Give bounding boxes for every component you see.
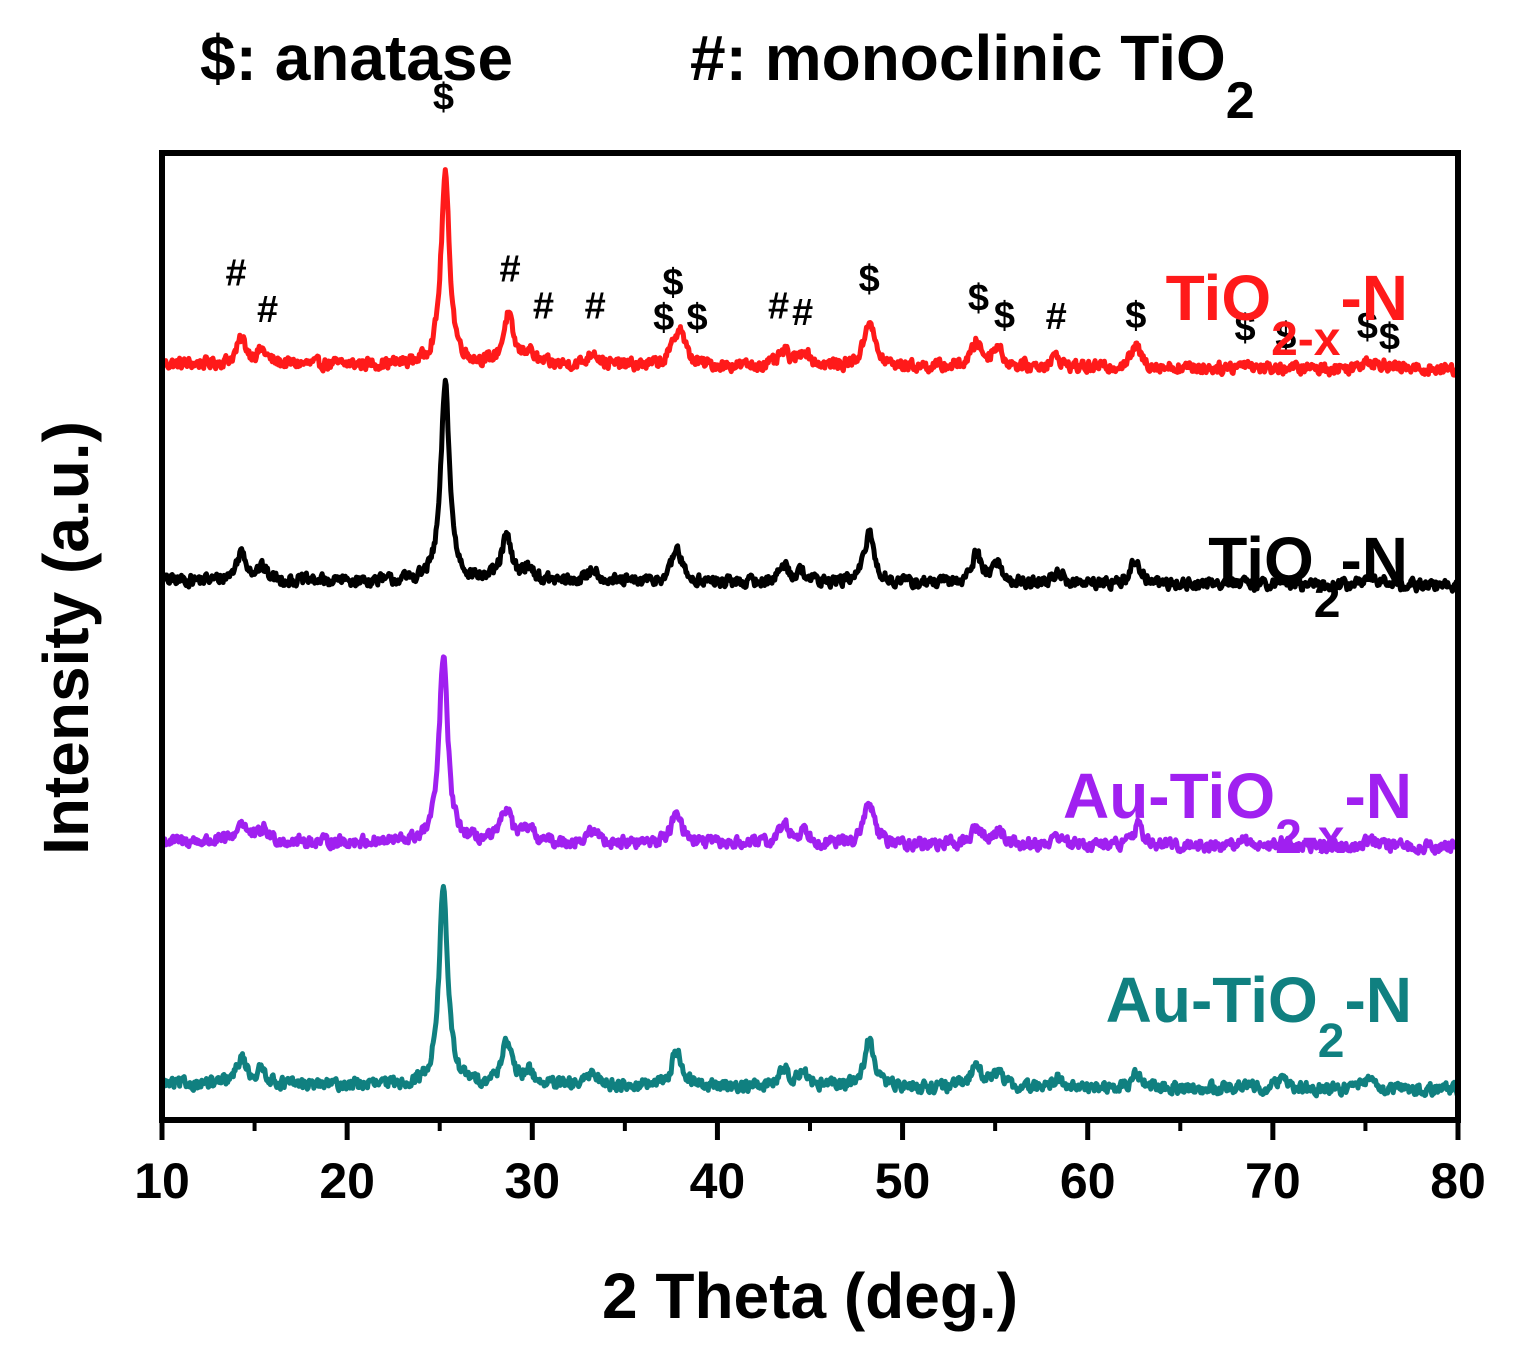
- title-monoclinic-legend: #: monoclinic TiO2: [690, 22, 1255, 130]
- series-label-main: Au-TiO: [1106, 964, 1318, 1036]
- monoclinic-peak-mark-1: #: [257, 289, 278, 331]
- series-line-tio2-x-n: [159, 167, 1461, 378]
- series-label-suffix: -N: [1340, 262, 1408, 334]
- title-monoclinic-subscript: 2: [1226, 72, 1255, 130]
- anatase-peak-mark-8: $: [686, 297, 707, 339]
- x-tick-label-30: 30: [504, 1153, 560, 1209]
- x-tick-label-50: 50: [875, 1153, 931, 1209]
- anatase-peak-mark-18: $: [1357, 306, 1378, 348]
- series-label-main: TiO: [1208, 524, 1314, 596]
- x-axis-title: 2 Theta (deg.): [602, 1260, 1018, 1332]
- series-label-subscript: 2: [1318, 1015, 1345, 1068]
- series-label-subscript: 2-x: [1275, 811, 1345, 864]
- anatase-peak-mark-11: $: [859, 258, 880, 300]
- series-labels: TiO2-x-N TiO2-N Au-TiO2-x-N Au-TiO2-N: [1063, 262, 1412, 1068]
- anatase-peak-mark-13: $: [994, 295, 1015, 337]
- title-monoclinic-text: #: monoclinic TiO: [690, 22, 1226, 94]
- x-tick-label-40: 40: [690, 1153, 746, 1209]
- monoclinic-peak-mark-10: #: [792, 292, 813, 334]
- y-axis-title: Intensity (a.u.): [30, 421, 102, 855]
- x-tick-label-10: 10: [134, 1153, 190, 1209]
- monoclinic-peak-mark-4: #: [533, 285, 554, 327]
- anatase-peak-mark-19: $: [1379, 316, 1400, 358]
- monoclinic-peak-mark-5: #: [585, 285, 606, 327]
- series-label-main: Au-TiO: [1063, 760, 1275, 832]
- series-line-tio2-n: [159, 377, 1461, 594]
- monoclinic-peak-mark-14: #: [1046, 296, 1067, 338]
- x-tick-label-60: 60: [1060, 1153, 1116, 1209]
- series-traces: [159, 167, 1461, 1099]
- monoclinic-peak-mark-9: #: [768, 285, 789, 327]
- series-label-suffix: -N: [1340, 524, 1408, 596]
- series-label-suffix: -N: [1344, 760, 1412, 832]
- series-label-main: TiO: [1166, 262, 1272, 334]
- series-line-au-tio2-n: [159, 883, 1461, 1099]
- title-anatase-legend: $: anatase: [200, 22, 513, 94]
- monoclinic-peak-mark-3: #: [499, 249, 520, 291]
- anatase-peak-mark-16: $: [1235, 308, 1256, 350]
- monoclinic-peak-mark-0: #: [225, 252, 246, 294]
- series-label-tio2x-n: TiO2-x-N: [1166, 262, 1408, 366]
- x-tick-label-80: 80: [1430, 1153, 1486, 1209]
- anatase-peak-mark-12: $: [968, 278, 989, 320]
- series-label-subscript: 2-x: [1271, 313, 1341, 366]
- series-label-subscript: 2: [1314, 575, 1341, 628]
- series-label-tio2-n: TiO2-N: [1208, 524, 1408, 628]
- anatase-peak-mark-6: $: [653, 297, 674, 339]
- series-label-au-tio2x-n: Au-TiO2-x-N: [1063, 760, 1412, 864]
- anatase-peak-mark-2: $: [433, 76, 454, 118]
- series-line-au-tio2-x-n: [160, 654, 1461, 856]
- x-axis-ticks: 10 20 30 40 50 60 70 80: [134, 1120, 1486, 1209]
- series-label-suffix: -N: [1344, 964, 1412, 1036]
- x-tick-label-70: 70: [1245, 1153, 1301, 1209]
- anatase-peak-mark-7: $: [662, 262, 683, 304]
- series-label-au-tio2-n: Au-TiO2-N: [1106, 964, 1412, 1068]
- anatase-peak-mark-17: $: [1275, 315, 1296, 357]
- anatase-peak-mark-15: $: [1125, 295, 1146, 337]
- x-tick-label-20: 20: [319, 1153, 375, 1209]
- peak-annotations: ##$## # $$$ # #$ $ $ # $ $ $ $ $: [225, 76, 1400, 358]
